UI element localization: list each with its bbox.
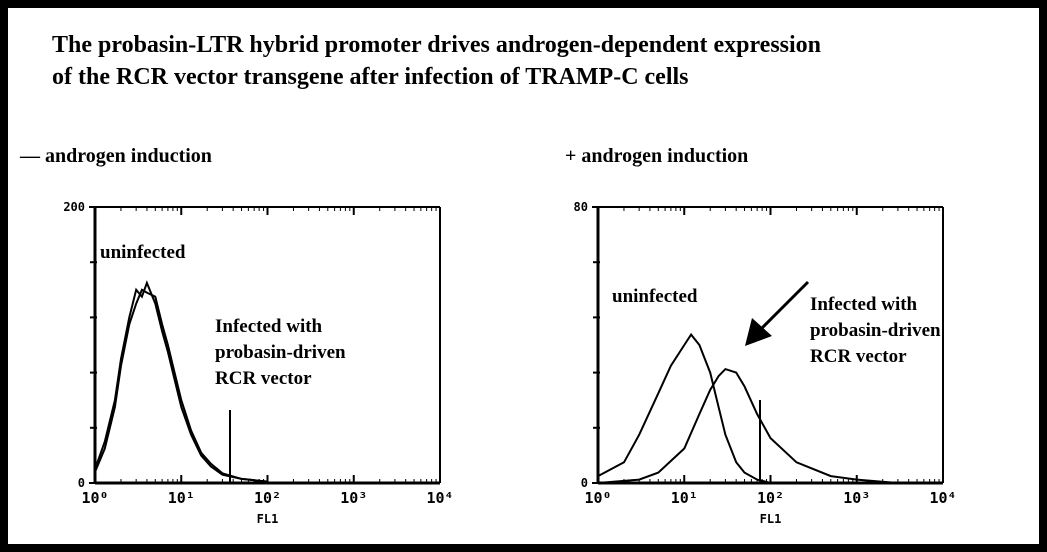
annotation: RCR vector [215, 368, 312, 389]
x-tick-label: 10² [757, 489, 784, 507]
arrow-head [745, 318, 772, 346]
annotation: uninfected [612, 286, 698, 307]
annotation: Infected with [215, 316, 323, 337]
x-tick-label: 10⁰ [81, 489, 108, 507]
histogram-line [94, 288, 268, 483]
x-tick-label: 10³ [843, 489, 870, 507]
title-line: The probasin-LTR hybrid promoter drives … [52, 32, 821, 58]
histogram-line [597, 367, 898, 484]
x-tick-label: 10⁴ [929, 489, 956, 507]
y-tick-label: 80 [574, 200, 588, 214]
y-tick-label: 0 [78, 476, 85, 490]
x-tick-label: 10¹ [168, 489, 195, 507]
title-line: of the RCR vector transgene after infect… [52, 64, 689, 90]
annotation: uninfected [100, 242, 186, 263]
histogram-line [94, 280, 268, 483]
panel-label: — androgen induction [19, 145, 212, 167]
panel-label: + androgen induction [565, 145, 748, 167]
y-tick-label: 0 [581, 476, 588, 490]
x-axis-label: FL1 [760, 512, 782, 526]
x-tick-label: 10¹ [671, 489, 698, 507]
x-axis-label: FL1 [257, 512, 279, 526]
x-tick-label: 10² [254, 489, 281, 507]
x-tick-label: 10³ [340, 489, 367, 507]
histogram-line [597, 332, 771, 484]
x-tick-label: 10⁴ [426, 489, 453, 507]
y-tick-label: 200 [63, 200, 85, 214]
annotation: RCR vector [810, 346, 907, 367]
annotation: probasin-driven [810, 320, 941, 341]
annotation: Infected with [810, 294, 918, 315]
arrow [758, 280, 810, 332]
x-tick-label: 10⁰ [584, 489, 611, 507]
annotation: probasin-driven [215, 342, 346, 363]
